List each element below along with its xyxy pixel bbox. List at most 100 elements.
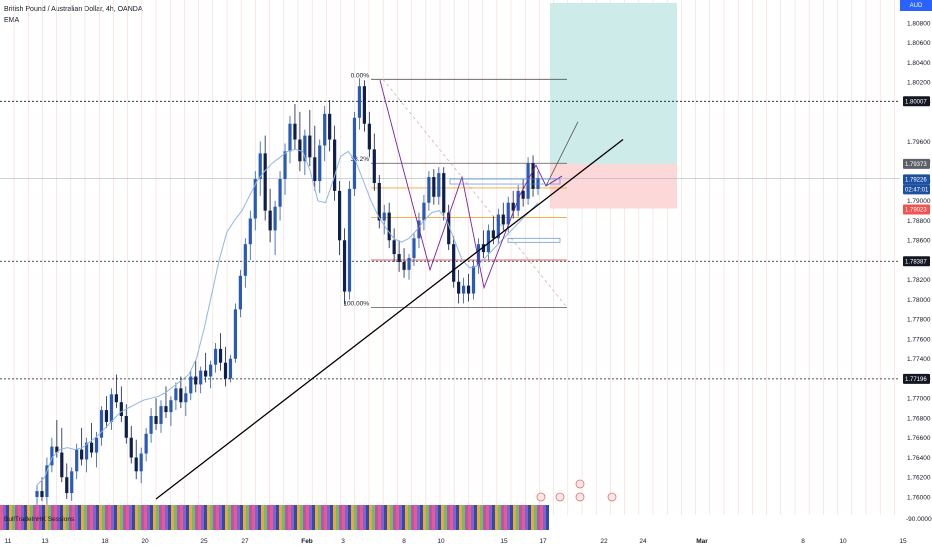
event-marker [575,479,585,489]
candle-body [50,446,54,466]
session-stripe [36,505,39,530]
session-stripe [66,505,69,530]
harmonic-pattern[interactable] [379,80,579,290]
session-stripe [102,505,105,530]
session-stripe [477,505,480,530]
candle-body [402,261,406,270]
candle-body [452,244,456,282]
fib-diagonal [382,79,568,308]
session-stripe [381,505,384,530]
session-stripe [468,505,471,530]
candle-body [179,388,183,403]
session-stripe [225,505,228,530]
session-stripe [417,505,420,530]
candle-body [382,212,386,221]
session-stripe [363,505,366,530]
session-stripe [141,505,144,530]
price-tag-bg [903,96,930,107]
session-stripe [57,505,60,530]
price-tick: 1.80800 [907,20,931,27]
session-stripe [480,505,483,530]
session-stripe [483,505,486,530]
session-stripe [174,505,177,530]
event-marker [536,492,546,502]
session-stripe [459,505,462,530]
candle-body [308,135,312,158]
candle-body [60,452,64,478]
price-tick: 1.78600 [907,238,931,245]
session-stripe [540,505,543,530]
session-stripe [123,505,126,530]
trendline[interactable] [155,139,624,500]
candle-body [94,437,99,453]
session-stripe [282,505,285,530]
session-stripe [30,505,33,530]
session-stripe [228,505,231,530]
candle-body [268,210,272,231]
candle-body [511,202,515,211]
session-stripe [39,505,42,530]
session-stripe [513,505,516,530]
time-axis[interactable]: 11 13 18 20 25 27 Feb 3 8 10 15 17 22 24 Mar 8 10 15 [5,538,907,545]
session-stripe [105,505,108,530]
session-stripe [6,505,9,530]
session-stripe [63,505,66,530]
session-stripe [222,505,225,530]
candle-body [263,153,267,211]
session-stripe [24,505,27,530]
session-stripe [162,505,165,530]
candle-body [387,212,391,241]
candle-body [228,358,233,379]
stop-zone[interactable] [550,163,677,209]
session-stripe [486,505,489,530]
indicator-label[interactable]: EMA [4,17,20,24]
session-stripe [216,505,219,530]
candle-body [328,113,332,140]
level-tag: 1.78387 [903,256,930,267]
candle-body [169,400,173,413]
candle-body [55,446,59,453]
price-tags: 1.80007 1.78387 1.77196 1.79373 1.79226 02:47… [903,96,930,384]
session-stripe [231,505,234,530]
candle-body [357,86,362,118]
session-stripe [186,505,189,530]
candle-body [89,442,94,453]
candle-body [471,265,476,294]
stop-tag: 1.79023 [903,204,930,215]
fibonacci-retracement[interactable]: 0.00% 38.2% 100.00% [343,72,568,308]
time-tick: 20 [141,538,149,545]
session-stripe [192,505,195,530]
session-stripe [249,505,252,530]
price-axis[interactable]: 1.808001.806001.804001.802001.800001.796… [906,20,932,523]
session-stripe [261,505,264,530]
session-stripe [498,505,501,530]
session-stripe [330,505,333,530]
target-zone[interactable] [550,3,677,164]
session-stripe [132,505,135,530]
time-tick: 13 [41,538,49,545]
session-stripe [180,505,183,530]
session-stripe [201,505,204,530]
price-tick: 1.78000 [907,297,931,304]
session-stripe [333,505,336,530]
session-stripe [9,505,12,530]
session-stripe [546,505,549,530]
time-tick: 24 [639,538,647,545]
session-stripe [537,505,540,530]
session-stripe [366,505,369,530]
session-stripe [48,505,51,530]
candle-body [189,376,193,394]
economic-events[interactable] [536,479,617,502]
session-stripe [396,505,399,530]
session-stripe [0,505,3,530]
session-stripe [54,505,57,530]
candle-body [124,416,128,438]
candle-body [238,275,242,310]
session-stripe [246,505,249,530]
session-stripe [93,505,96,530]
price-tick: 1.79000 [907,198,931,205]
session-stripe [432,505,435,530]
candle-body [352,117,357,189]
session-stripe [114,505,117,530]
